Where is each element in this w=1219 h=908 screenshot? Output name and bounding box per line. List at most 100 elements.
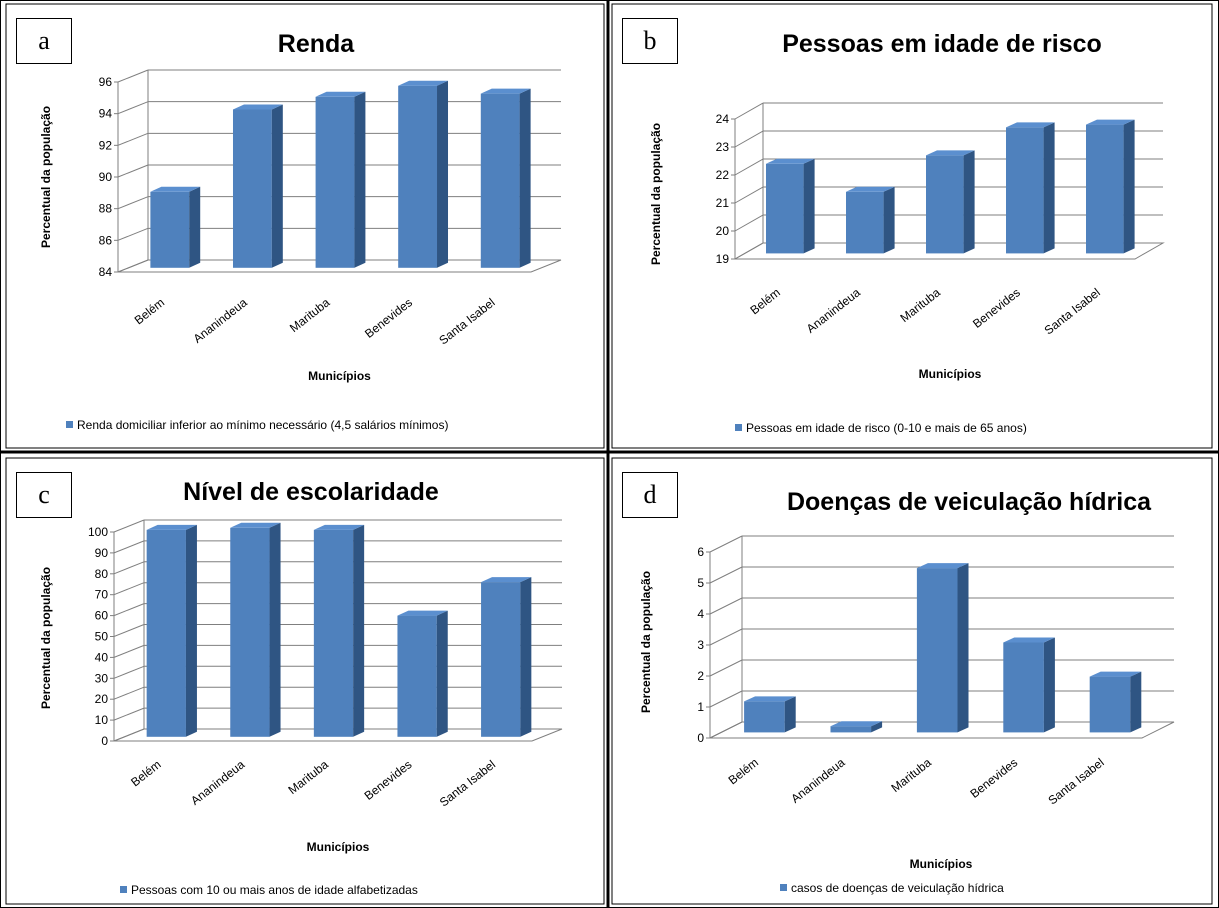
bar [926, 150, 975, 254]
x-axis-title: Municípios [308, 369, 371, 383]
bar-front [480, 93, 520, 268]
gridline-depth [734, 102, 764, 120]
y-tick-label: 3 [697, 638, 704, 652]
bar [397, 610, 448, 737]
category-label: Ananindeua [788, 755, 847, 806]
gridline-depth [113, 561, 145, 575]
gridline-depth [117, 101, 149, 115]
y-tick-label: 20 [95, 692, 109, 706]
bar-front [1003, 642, 1044, 733]
bar-front [916, 568, 958, 733]
gridline-depth [117, 132, 149, 146]
bar-front [766, 163, 804, 254]
bar-side [269, 522, 281, 737]
y-tick-label: 22 [716, 168, 730, 182]
doencas-chart: Doenças de veiculação hídrica 0 1 2 3 4 5 6 Perc… [639, 488, 1175, 895]
legend-swatch [735, 424, 742, 431]
gridline-depth [113, 603, 145, 617]
bar-front [926, 155, 964, 254]
legend-swatch [120, 886, 127, 893]
legend-swatch [66, 421, 73, 428]
x-axis-title: Municípios [307, 840, 370, 854]
bar-front [397, 615, 437, 737]
legend-label: Renda domiciliar inferior ao mínimo nece… [77, 418, 448, 432]
y-tick-label: 10 [95, 713, 109, 727]
gridline-depth [709, 535, 743, 553]
bar [830, 721, 883, 733]
y-tick-label: 60 [95, 609, 109, 623]
escolaridade-chart: Nível de escolaridade 0 10 20 30 40 50 60 70 80 90… [39, 478, 563, 897]
bar-side [1043, 637, 1055, 733]
bar-front [481, 582, 521, 737]
y-tick-label: 30 [95, 671, 109, 685]
y-tick-label: 20 [716, 224, 730, 238]
y-tick-label: 100 [88, 525, 108, 539]
bar-side [963, 150, 975, 254]
gridline-depth [117, 164, 149, 178]
y-axis-title: Percentual da população [639, 571, 653, 713]
category-label: Benevides [970, 285, 1023, 331]
gridline-depth [113, 644, 145, 658]
category-label: Marituba [897, 285, 943, 325]
category-label: Benevides [967, 755, 1020, 801]
bar [846, 186, 895, 254]
panel-pessoas-risco: b Pessoas em idade de risco 19 20 21 22 23 24 P… [612, 4, 1212, 448]
gridline-depth [113, 707, 145, 721]
gridline-depth [113, 582, 145, 596]
gridline-depth [709, 566, 743, 584]
y-tick-label: 86 [99, 233, 113, 247]
gridline-depth [709, 628, 743, 646]
bar [1089, 671, 1142, 733]
bar-side [957, 563, 969, 733]
legend: Pessoas em idade de risco (0-10 e mais d… [735, 421, 1027, 435]
bars [744, 563, 1142, 733]
category-label: Ananindeua [188, 757, 247, 808]
legend: casos de doenças de veiculação hídrica [780, 881, 1004, 895]
gridline-depth [734, 186, 764, 204]
gridline-depth [734, 214, 764, 232]
bar-front [846, 191, 884, 254]
category-label: Belém [726, 755, 761, 787]
category-label: Benevides [362, 757, 415, 803]
category-label: Belém [747, 285, 782, 317]
bar-front [315, 96, 355, 268]
bar-front [146, 529, 186, 737]
bar [398, 80, 449, 268]
bar-side [436, 610, 448, 737]
legend: Pessoas com 10 ou mais anos de idade alf… [120, 883, 418, 897]
bar-side [1043, 122, 1055, 254]
y-tick-label: 90 [95, 546, 109, 560]
gridline-depth [117, 227, 149, 241]
bar-front [313, 529, 354, 737]
y-tick-label: 21 [716, 196, 730, 210]
bar-side [520, 577, 532, 737]
bar [232, 104, 283, 268]
bar-side [353, 524, 365, 737]
bar-side [271, 104, 283, 268]
bar-side [519, 88, 531, 268]
bar-front [398, 85, 438, 268]
bar-side [185, 524, 197, 737]
y-axis-title: Percentual da população [39, 567, 53, 709]
bar-front [1089, 676, 1131, 733]
bar-front [232, 109, 272, 268]
y-tick-label: 24 [716, 112, 730, 126]
y-tick-label: 70 [95, 588, 109, 602]
bar [916, 563, 969, 733]
bar-side [189, 186, 201, 268]
gridline-depth [117, 196, 149, 210]
bar [315, 91, 366, 268]
legend: Renda domiciliar inferior ao mínimo nece… [66, 418, 448, 432]
y-tick-label: 94 [99, 107, 113, 121]
bar [766, 158, 815, 254]
category-label: Santa Isabel [1045, 755, 1106, 807]
gridline-depth [113, 624, 145, 637]
category-label: Santa Isabel [437, 757, 498, 809]
y-tick-label: 92 [99, 138, 113, 152]
bar [146, 524, 197, 737]
gridline-depth [113, 519, 145, 533]
category-label: Marituba [287, 295, 333, 335]
y-tick-label: 23 [716, 140, 730, 154]
bar-front [1006, 127, 1044, 254]
